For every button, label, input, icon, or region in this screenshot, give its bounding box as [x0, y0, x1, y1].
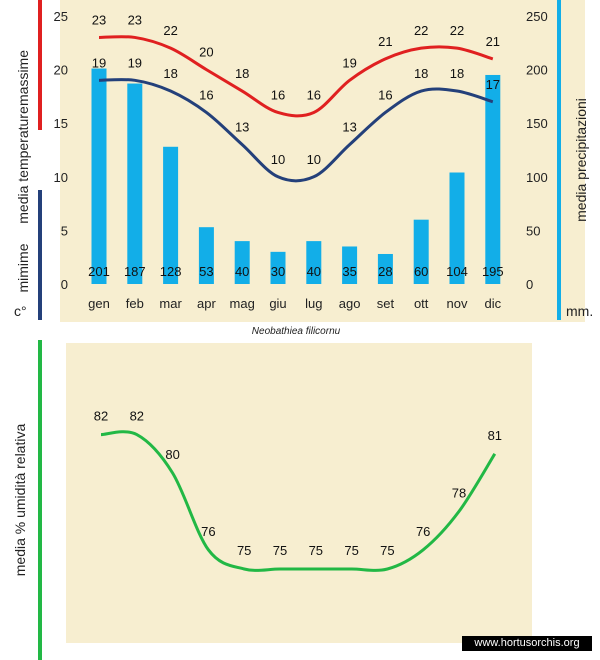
- precipitation-value-label: 40: [235, 264, 249, 279]
- max-temp-value-label: 23: [92, 12, 106, 27]
- humidity-value-label: 75: [237, 543, 251, 558]
- month-tick-label: dic: [484, 296, 501, 311]
- min-temp-value-label: 16: [378, 87, 392, 102]
- month-tick-label: ott: [414, 296, 429, 311]
- species-subtitle: Neobathiea filicornu: [252, 326, 341, 337]
- left-axis-tick: 15: [54, 116, 68, 131]
- humidity-value-label: 81: [488, 428, 502, 443]
- left-axis-tick: 25: [54, 9, 68, 24]
- right-axis-tick: 150: [526, 116, 548, 131]
- precipitation-bar: [198, 227, 214, 284]
- precipitation-bar: [413, 219, 429, 284]
- min-temp-value-label: 18: [450, 66, 464, 81]
- precipitation-bar: [234, 241, 250, 284]
- month-tick-label: lug: [305, 296, 322, 311]
- max-temp-value-label: 22: [414, 23, 428, 38]
- humidity-value-label: 75: [344, 543, 358, 558]
- precipitation-bar: [127, 83, 143, 284]
- month-tick-label: mag: [230, 296, 255, 311]
- precipitation-value-label: 28: [378, 264, 392, 279]
- month-tick-label: gen: [88, 296, 110, 311]
- watermark: www.hortusorchis.org: [462, 636, 592, 651]
- max-temp-label: massime: [15, 50, 31, 106]
- max-temp-line: [98, 35, 494, 118]
- precipitation-bar: [449, 172, 465, 284]
- left-axis-tick: 5: [61, 223, 68, 238]
- precipitation-axis-label: media precipitazioni: [573, 98, 589, 222]
- min-temp-value-label: 10: [307, 152, 321, 167]
- precipitation-value-label: 128: [160, 264, 182, 279]
- precipitation-bar: [91, 68, 107, 284]
- precipitation-bar: [342, 246, 358, 284]
- min-temp-value-label: 18: [414, 66, 428, 81]
- month-tick-label: mar: [159, 296, 182, 311]
- max-temp-value-label: 21: [378, 34, 392, 49]
- min-temp-value-label: 19: [128, 55, 142, 70]
- max-temp-value-label: 23: [128, 12, 142, 27]
- humidity-line: [100, 430, 497, 572]
- precipitation-bar: [270, 251, 286, 284]
- precipitation-value-label: 35: [342, 264, 356, 279]
- precipitation-bar: [163, 146, 179, 284]
- right-axis-tick: 100: [526, 170, 548, 185]
- humidity-axis-label: media % umidità relativa: [12, 424, 28, 577]
- humidity-value-label: 82: [130, 409, 144, 424]
- month-tick-label: giu: [269, 296, 286, 311]
- precipitation-value-label: 187: [124, 264, 146, 279]
- precipitation-value-label: 30: [271, 264, 285, 279]
- humidity-value-label: 76: [201, 524, 215, 539]
- humidity-chart-panel: [66, 343, 532, 643]
- precipitation-bar: [377, 253, 393, 284]
- month-tick-label: feb: [126, 296, 144, 311]
- max-temp-value-label: 19: [342, 55, 356, 70]
- max-temp-value-label: 16: [271, 87, 285, 102]
- min-temp-value-label: 19: [92, 55, 106, 70]
- humidity-value-label: 78: [452, 485, 466, 500]
- humidity-value-label: 75: [380, 543, 394, 558]
- humidity-value-label: 76: [416, 524, 430, 539]
- precipitation-value-label: 104: [446, 264, 468, 279]
- temperature-axis-label: media temperature: [15, 106, 31, 224]
- precipitation-value-label: 195: [482, 264, 504, 279]
- month-tick-label: nov: [447, 296, 468, 311]
- min-temp-value-label: 13: [342, 120, 356, 135]
- humidity-value-label: 75: [273, 543, 287, 558]
- max-temp-value-label: 21: [486, 34, 500, 49]
- humidity-value-label: 80: [165, 447, 179, 462]
- right-axis-tick: 250: [526, 9, 548, 24]
- humidity-value-label: 82: [94, 409, 108, 424]
- min-temp-value-label: 16: [199, 87, 213, 102]
- precipitation-value-label: 53: [199, 264, 213, 279]
- precipitation-value-label: 40: [307, 264, 321, 279]
- min-temp-value-label: 13: [235, 120, 249, 135]
- precipitation-bar: [485, 74, 501, 285]
- precipitation-value-label: 60: [414, 264, 428, 279]
- max-temp-value-label: 16: [307, 87, 321, 102]
- humidity-value-label: 75: [309, 543, 323, 558]
- min-temp-line: [98, 78, 494, 183]
- max-temp-value-label: 22: [163, 23, 177, 38]
- precipitation-bar: [306, 241, 322, 284]
- left-axis-tick: 0: [61, 277, 68, 292]
- temperature-unit: c°: [14, 303, 27, 319]
- precipitation-value-label: 201: [88, 264, 110, 279]
- left-axis-tick: 10: [54, 170, 68, 185]
- max-temp-value-label: 20: [199, 45, 213, 60]
- month-tick-label: ago: [339, 296, 361, 311]
- max-temp-value-label: 18: [235, 66, 249, 81]
- right-axis-tick: 200: [526, 63, 548, 78]
- right-axis-tick: 50: [526, 223, 540, 238]
- month-tick-label: set: [377, 296, 395, 311]
- left-axis-tick: 20: [54, 63, 68, 78]
- min-temp-value-label: 18: [163, 66, 177, 81]
- max-temp-value-label: 22: [450, 23, 464, 38]
- min-temp-value-label: 10: [271, 152, 285, 167]
- min-temp-value-label: 17: [486, 77, 500, 92]
- min-temp-label: mimime: [15, 243, 31, 292]
- right-axis-tick: 0: [526, 277, 533, 292]
- month-tick-label: apr: [197, 296, 216, 311]
- precipitation-unit: mm.: [566, 303, 593, 319]
